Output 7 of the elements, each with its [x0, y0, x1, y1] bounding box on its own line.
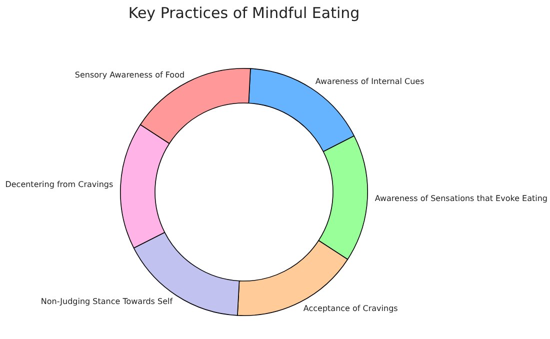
slice-label: Decentering from Cravings — [5, 180, 114, 190]
slice-label: Acceptance of Cravings — [303, 304, 398, 313]
chart-title: Key Practices of Mindful Eating — [128, 4, 360, 22]
slice-label: Awareness of Sensations that Evoke Eating — [374, 194, 548, 203]
slice-label: Non-Judging Stance Towards Self — [40, 296, 173, 306]
slice-label: Awareness of Internal Cues — [315, 77, 424, 86]
slice-label: Sensory Awareness of Food — [74, 70, 185, 80]
